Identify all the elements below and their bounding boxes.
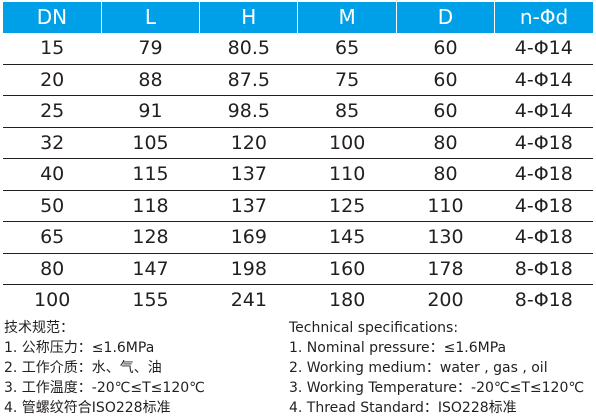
- table-cell: 20: [3, 64, 102, 96]
- table-cell: 128: [101, 221, 200, 254]
- table-row: 100 155 241 180 200 8-Φ18: [3, 285, 593, 316]
- table-cell: 4-Φ14: [494, 95, 593, 128]
- table-cell: 241: [230, 289, 267, 312]
- specification-table: DN L H M D n-Φd 15 79 80.5 65 60 4-Φ14 20 88 87.…: [3, 2, 593, 316]
- notes-chinese: 技术规范： 1. 公称压力：≤1.6MPa 2. 工作介质：水、气、油 3. 工…: [4, 318, 274, 418]
- table-cell: 160: [297, 253, 397, 285]
- notes-en-title: Technical specifications:: [289, 320, 459, 336]
- table-cell: 125: [297, 190, 397, 222]
- table-cell: 40: [3, 158, 102, 191]
- table-cell: 105: [101, 127, 200, 159]
- table-cell: 15: [3, 33, 102, 65]
- table-cell: 100: [297, 127, 397, 159]
- table-cell: 80.5: [199, 33, 298, 65]
- table-cell: 4-Φ14: [494, 64, 593, 96]
- table-cell: 79: [101, 33, 200, 65]
- table-cell: 130: [396, 221, 495, 254]
- notes-en-item-3: 3. Working Temperature：-20℃≤T≤120℃: [289, 380, 585, 396]
- table-cell: 32: [3, 127, 102, 159]
- table-cell: 145: [297, 221, 397, 254]
- notes-cn-title: 技术规范：: [4, 320, 74, 336]
- header-h: H: [199, 2, 299, 33]
- table-body: 15 79 80.5 65 60 4-Φ14 20 88 87.5 75 60 4-Φ14 25 91 98…: [3, 33, 593, 316]
- table-cell: 120: [199, 127, 298, 159]
- table-cell: 147: [101, 253, 200, 285]
- table-cell: 80: [396, 127, 495, 159]
- notes-cn-item-4: 4. 管螺纹符合ISO228标准: [4, 400, 171, 416]
- table-row: 15 79 80.5 65 60 4-Φ14: [3, 33, 593, 65]
- table-row: 25 91 98.5 85 60 4-Φ14: [3, 95, 593, 128]
- table-cell: 8-Φ18: [494, 253, 593, 285]
- notes-cn-item-2: 2. 工作介质：水、气、油: [4, 360, 162, 376]
- table-cell: 25: [3, 95, 102, 128]
- header-dn: DN: [3, 2, 102, 33]
- table-cell: 4-Φ18: [494, 158, 593, 191]
- table-cell: 65: [297, 33, 397, 65]
- table-cell: 4-Φ14: [494, 33, 593, 65]
- table-cell: 110: [396, 190, 495, 222]
- header-n-phi-d: n-Φd: [494, 2, 593, 33]
- table-row: 50 118 137 125 110 4-Φ18: [3, 190, 593, 222]
- table-cell: 75: [297, 64, 397, 96]
- table-cell: 50: [3, 190, 102, 222]
- table-cell: 4-Φ18: [494, 190, 593, 222]
- table-cell: 137: [199, 158, 298, 191]
- table-cell: 87.5: [199, 64, 298, 96]
- table-cell: 200: [427, 289, 464, 312]
- notes-cn-item-1: 1. 公称压力：≤1.6MPa: [4, 340, 155, 356]
- table-cell: 80: [3, 253, 102, 285]
- header-l: L: [101, 2, 201, 33]
- notes-en-item-2: 2. Working medium：water , gas , oil: [289, 360, 548, 376]
- table-cell: 115: [101, 158, 200, 191]
- table-row: 40 115 137 110 80 4-Φ18: [3, 158, 593, 191]
- table-cell: 178: [396, 253, 495, 285]
- table-cell: 169: [199, 221, 298, 254]
- table-row: 80 147 198 160 178 8-Φ18: [3, 253, 593, 285]
- table-cell: 88: [101, 64, 200, 96]
- table-cell: 80: [396, 158, 495, 191]
- table-row: 32 105 120 100 80 4-Φ18: [3, 127, 593, 159]
- table-cell: 180: [329, 289, 366, 312]
- notes-en-item-1: 1. Nominal pressure：≤1.6MPa: [289, 340, 507, 356]
- table-cell: 60: [396, 33, 495, 65]
- header-m: M: [297, 2, 397, 33]
- header-d: D: [396, 2, 496, 33]
- table-cell: 65: [3, 221, 102, 254]
- table-cell: 155: [132, 289, 169, 312]
- table-cell: 118: [101, 190, 200, 222]
- table-cell: 98.5: [199, 95, 298, 128]
- notes-cn-item-3: 3. 工作温度：-20℃≤T≤120℃: [4, 380, 205, 396]
- table-cell: 60: [396, 64, 495, 96]
- table-row: 65 128 169 145 130 4-Φ18: [3, 221, 593, 254]
- table-cell: 60: [396, 95, 495, 128]
- table-header-row: DN L H M D n-Φd: [3, 2, 593, 33]
- notes-en-item-4: 4. Thread Standard：ISO228标准: [289, 400, 517, 416]
- table-row: 20 88 87.5 75 60 4-Φ14: [3, 64, 593, 96]
- table-cell: 198: [199, 253, 298, 285]
- table-cell: 85: [297, 95, 397, 128]
- table-cell: 4-Φ18: [494, 221, 593, 254]
- table-cell: 137: [199, 190, 298, 222]
- table-cell: 110: [297, 158, 397, 191]
- notes-english: Technical specifications: 1. Nominal pre…: [289, 318, 594, 418]
- table-cell: 8-Φ18: [514, 289, 573, 312]
- table-cell: 91: [101, 95, 200, 128]
- table-cell: 100: [34, 289, 71, 312]
- table-cell: 4-Φ18: [494, 127, 593, 159]
